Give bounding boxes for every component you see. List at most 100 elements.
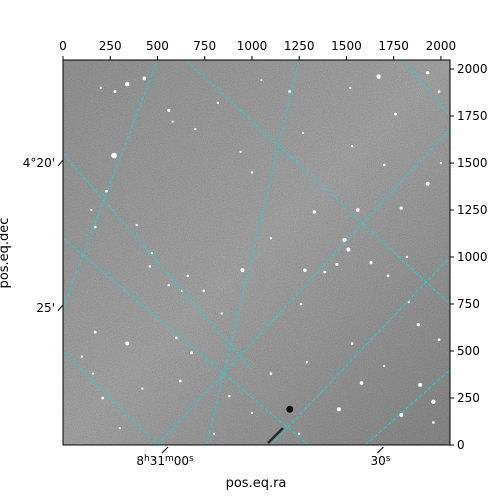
star-23 (350, 144, 354, 148)
star-68 (250, 411, 254, 415)
right-tick-label-2000: 2000 (457, 62, 488, 76)
top-tick-label-1000: 1000 (237, 39, 268, 53)
dec-tick-label-1: 25' (36, 301, 55, 315)
star-73 (118, 426, 121, 430)
star-42 (220, 312, 223, 315)
top-tick-label-500: 500 (146, 39, 169, 53)
top-pixel-axis: 0 250 500 750 1000 1250 1500 1750 2000 (59, 39, 456, 60)
star-47 (150, 252, 153, 255)
star-10 (349, 86, 352, 90)
top-tick-label-1500: 1500 (331, 39, 362, 53)
top-tick-label-1750: 1750 (378, 39, 409, 53)
top-tick-label-250: 250 (99, 39, 122, 53)
star-55 (350, 342, 354, 345)
star-64 (141, 387, 144, 390)
star-29 (369, 261, 373, 265)
right-tick-label-1250: 1250 (457, 203, 488, 217)
star-25 (382, 163, 386, 167)
right-tick-label-750: 750 (457, 297, 480, 311)
star-51 (93, 330, 97, 334)
right-pixel-axis: 0 250 500 750 1000 1250 1500 1750 2000 (450, 62, 488, 452)
star-20 (355, 208, 360, 212)
ra-tick-1 (377, 446, 384, 454)
stars-layer (80, 71, 443, 435)
ra-tick-0 (161, 446, 169, 454)
star-43 (299, 302, 303, 306)
ra-axis-labels: 8h31m00s 30s (136, 446, 391, 468)
star-31 (303, 268, 307, 272)
star-26 (439, 161, 443, 165)
star-72 (213, 432, 216, 435)
star-69 (383, 364, 386, 368)
star-74 (298, 432, 301, 435)
star-0 (125, 81, 130, 87)
star-41 (90, 208, 93, 212)
star-71 (432, 421, 435, 424)
star-53 (175, 336, 178, 340)
grid-line-6 (63, 237, 309, 445)
star-46 (407, 301, 410, 304)
star-65 (92, 372, 95, 375)
star-62 (178, 379, 182, 383)
star-63 (101, 396, 105, 400)
star-48 (167, 284, 171, 287)
star-7 (426, 71, 430, 75)
top-tick-label-0: 0 (59, 39, 67, 53)
satellite-streak (267, 427, 284, 444)
star-49 (186, 274, 190, 278)
star-34 (405, 255, 409, 259)
star-22 (425, 181, 430, 186)
star-57 (418, 382, 423, 387)
star-24 (301, 131, 305, 135)
star-4 (216, 101, 220, 105)
right-tick-label-250: 250 (457, 391, 480, 405)
star-8 (437, 90, 441, 93)
top-tick-label-750: 750 (193, 39, 216, 53)
star-19 (312, 210, 317, 214)
star-45 (437, 338, 441, 342)
plot-area (63, 60, 450, 445)
grid-line-9 (402, 60, 450, 117)
star-2 (113, 90, 117, 93)
star-18 (250, 171, 254, 174)
y-axis-title: pos.eq.dec (0, 218, 12, 289)
coordinate-grid (63, 60, 450, 445)
star-13 (105, 189, 108, 193)
star-66 (80, 355, 84, 358)
ra-tick-label-0: 8h31m00s (136, 454, 194, 468)
star-15 (171, 120, 174, 123)
dec-axis-labels: 4°20' 25' (23, 156, 64, 315)
star-36 (202, 289, 206, 293)
star-61 (269, 372, 273, 375)
dark-spot (286, 405, 294, 413)
dec-tick-label-0: 4°20' (23, 156, 55, 170)
plot-frame (62, 59, 451, 446)
star-14 (99, 86, 102, 90)
ra-tick-label-1: 30s (370, 454, 390, 468)
star-59 (399, 412, 404, 417)
star-9 (394, 112, 397, 116)
image-shading (63, 60, 450, 445)
star-38 (148, 265, 152, 268)
star-28 (346, 247, 351, 252)
grid-line-3 (270, 256, 450, 445)
dec-tick-0 (57, 159, 64, 167)
star-70 (305, 361, 308, 364)
right-tick-label-1750: 1750 (457, 109, 488, 123)
star-50 (269, 237, 273, 240)
star-17 (239, 150, 242, 153)
grid-line-7 (63, 350, 158, 445)
star-39 (135, 223, 138, 227)
star-3 (167, 108, 171, 112)
top-tick-label-1250: 1250 (284, 39, 315, 53)
star-33 (386, 274, 390, 278)
star-21 (399, 206, 403, 210)
star-52 (125, 341, 130, 346)
star-1 (142, 76, 147, 81)
star-32 (323, 270, 327, 274)
right-tick-label-1500: 1500 (457, 156, 488, 170)
star-11 (260, 79, 263, 82)
top-tick-label-2000: 2000 (426, 39, 457, 53)
star-30 (335, 263, 339, 267)
